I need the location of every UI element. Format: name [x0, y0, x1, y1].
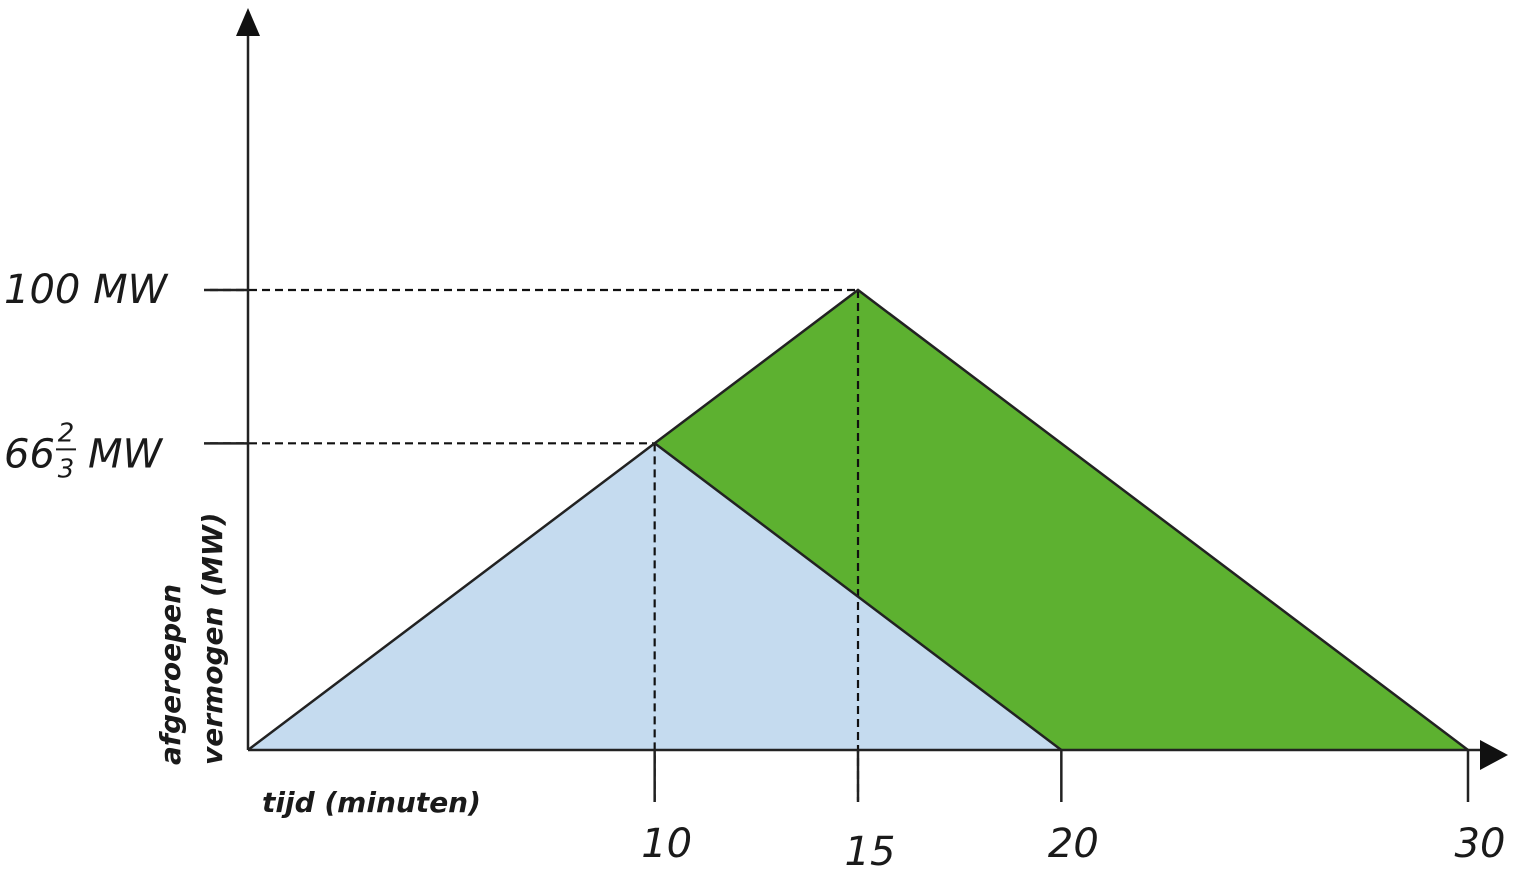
- x-axis-arrow: [1480, 740, 1508, 770]
- y-tick-label-whole: 66: [4, 431, 55, 477]
- axis-labels: tijd (minuten) afgeroepen vermogen (MW): [154, 512, 481, 819]
- y-axis-label-line1: afgeroepen: [154, 584, 187, 765]
- y-tick-label-unit: MW: [88, 431, 164, 477]
- y-axis-arrow: [236, 8, 260, 36]
- outline-inner: [653, 442, 1063, 751]
- x-tick-label-10: 10: [641, 821, 692, 867]
- x-tick-label-15: 15: [845, 829, 896, 875]
- series-2-area: [654, 290, 1468, 750]
- x-axis-label: tijd (minuten): [262, 786, 481, 819]
- x-tick-label-20: 20: [1048, 821, 1099, 867]
- outline-lines: [247, 288, 1469, 751]
- y-tick-label-numerator: 2: [58, 418, 75, 448]
- outline-upper: [247, 288, 1469, 751]
- y-tick-label-2: 66 2 3 MW: [4, 418, 164, 484]
- guide-lines: [210, 288, 860, 800]
- axes: [236, 8, 1508, 770]
- y-tick-label-1: 100 MW: [4, 267, 169, 313]
- x-tick-label-30: 30: [1455, 821, 1506, 867]
- y-tick-label-denominator: 3: [58, 454, 75, 484]
- y-axis-label-line2: vermogen (MW): [196, 512, 229, 765]
- tick-labels: 10 15 20 30 100 MW 66 2 3 MW: [4, 267, 1505, 875]
